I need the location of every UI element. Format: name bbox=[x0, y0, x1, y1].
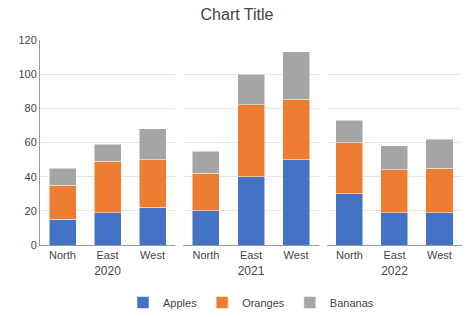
svg-text:East: East bbox=[97, 249, 119, 261]
svg-text:2021: 2021 bbox=[238, 264, 265, 278]
svg-text:40: 40 bbox=[25, 171, 37, 183]
svg-text:North: North bbox=[336, 249, 363, 261]
svg-text:North: North bbox=[49, 249, 76, 261]
svg-text:East: East bbox=[383, 249, 405, 261]
svg-text:West: West bbox=[140, 249, 165, 261]
svg-text:2022: 2022 bbox=[381, 264, 408, 278]
svg-text:0: 0 bbox=[31, 239, 37, 251]
svg-text:20: 20 bbox=[25, 205, 37, 217]
svg-text:120: 120 bbox=[18, 34, 36, 46]
svg-text:Chart Title: Chart Title bbox=[201, 6, 274, 23]
svg-text:100: 100 bbox=[18, 68, 36, 80]
svg-text:Bananas: Bananas bbox=[330, 297, 374, 309]
svg-text:2020: 2020 bbox=[94, 264, 121, 278]
svg-text:60: 60 bbox=[25, 136, 37, 148]
svg-text:East: East bbox=[240, 249, 262, 261]
svg-text:Oranges: Oranges bbox=[242, 297, 285, 309]
svg-text:West: West bbox=[427, 249, 452, 261]
svg-text:Apples: Apples bbox=[163, 297, 197, 309]
svg-text:West: West bbox=[284, 249, 309, 261]
svg-text:80: 80 bbox=[25, 102, 37, 114]
svg-text:North: North bbox=[193, 249, 220, 261]
